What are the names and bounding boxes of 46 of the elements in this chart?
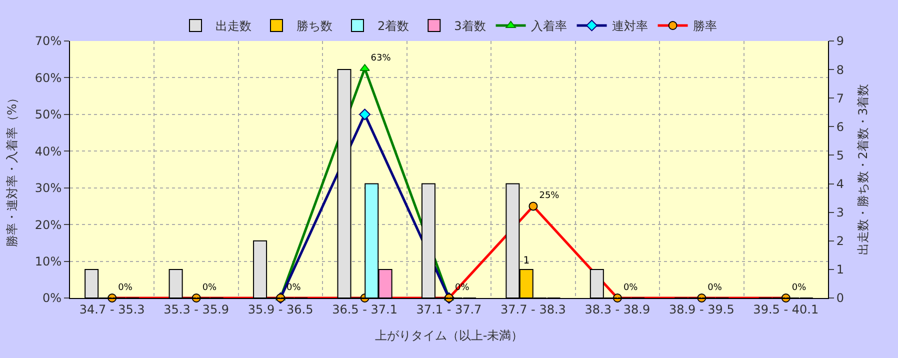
legend-label: 出走数	[216, 19, 252, 34]
y2-tick-label: 8	[836, 62, 844, 77]
data-label: 0%	[118, 282, 133, 293]
data-label: 0%	[202, 282, 218, 293]
y-tick-label: 0%	[42, 291, 62, 306]
y2-tick-label: 4	[836, 176, 844, 191]
y-tick-label: 70%	[34, 34, 62, 48]
x-tick-label: 37.7 - 38.3	[500, 302, 566, 316]
x-tick-label: 37.1 - 37.7	[416, 302, 482, 316]
x-tick-label: 36.5 - 37.1	[332, 302, 398, 316]
data-label: 0%	[792, 282, 807, 293]
y-tick-label: 30%	[34, 181, 62, 196]
data-label: 0%	[623, 282, 638, 293]
y2-tick-label: 3	[836, 206, 844, 220]
legend-label: 入着率	[530, 19, 567, 34]
data-label: 63%	[370, 53, 392, 64]
y2-tick-label: 6	[836, 120, 844, 134]
legend-label: 勝率	[692, 19, 717, 34]
y-tick-label: 50%	[34, 108, 62, 122]
data-label: 0%	[286, 282, 302, 293]
y-tick-label: 20%	[34, 218, 62, 232]
legend-label: 連対率	[612, 19, 648, 34]
x-tick-label: 38.9 - 39.5	[668, 302, 734, 316]
y-tick-label: 60%	[34, 70, 62, 85]
y-tick-label: 40%	[34, 144, 62, 158]
y2-tick-label: 5	[836, 148, 844, 162]
y2-axis-title: 出走数・勝ち数・2着数・3着数	[856, 84, 870, 256]
legend-label: 2着数	[378, 19, 410, 34]
y-tick-label: 10%	[34, 254, 62, 268]
x-tick-label: 35.3 - 35.9	[164, 302, 230, 316]
x-tick-label: 39.5 - 40.1	[753, 302, 819, 316]
y-axis-title: 勝率・連対率・入着率（%）	[5, 92, 20, 248]
x-axis-title: 上がりタイム（以上-未満）	[374, 328, 524, 342]
data-label: 0%	[708, 282, 722, 293]
y2-tick-label: 0	[836, 291, 844, 306]
data-label: 1	[523, 255, 530, 266]
x-tick-label: 38.3 - 38.9	[584, 302, 650, 316]
x-tick-label: 35.9 - 36.5	[248, 302, 314, 316]
y2-tick-label: 1	[836, 262, 844, 277]
x-tick-label: 34.7 - 35.3	[79, 302, 145, 316]
y2-tick-label: 9	[836, 34, 844, 48]
legend-label: 勝ち数	[296, 19, 332, 34]
y2-tick-label: 7	[836, 91, 844, 106]
data-label: 25%	[539, 190, 560, 201]
legend-label: 3着数	[454, 19, 486, 34]
y2-tick-label: 2	[836, 234, 844, 248]
